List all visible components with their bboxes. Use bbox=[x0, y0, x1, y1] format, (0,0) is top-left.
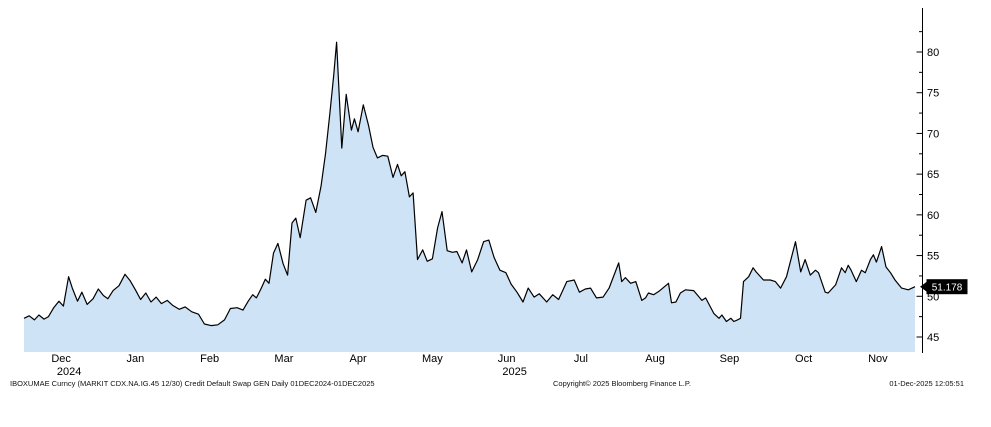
x-axis-year-label: 2024 bbox=[57, 366, 81, 378]
x-axis-month-label: Mar bbox=[274, 353, 293, 365]
chart-timestamp: 01-Dec-2025 12:05:51 bbox=[889, 379, 964, 388]
cds-spread-chart-plot[interactable]: 45 50 55 60 65 70 75 80 Dec Jan Feb Mar Apr May Jun Jul… bbox=[0, 0, 991, 379]
y-axis-tick-label: 45 bbox=[927, 332, 939, 344]
last-price-value: 51.178 bbox=[932, 282, 963, 293]
x-axis-month-label: Oct bbox=[795, 353, 812, 365]
y-axis-tick-label: 60 bbox=[927, 210, 939, 222]
x-axis-year-label: 2025 bbox=[502, 366, 526, 378]
last-price-badge-arrow bbox=[920, 281, 928, 293]
x-axis-month-label: Dec bbox=[51, 353, 71, 365]
x-axis-month-label: Aug bbox=[645, 353, 665, 365]
y-axis-tick-label: 55 bbox=[927, 251, 939, 263]
x-axis-month-label: Sep bbox=[720, 353, 740, 365]
x-axis-month-label: Feb bbox=[200, 353, 219, 365]
x-axis-month-label: Jul bbox=[574, 353, 588, 365]
security-description: IBOXUMAE Curncy (MARKIT CDX.NA.IG.45 12/… bbox=[10, 379, 375, 388]
y-axis-tick-label: 70 bbox=[927, 128, 939, 140]
x-axis-month-label: Jun bbox=[498, 353, 516, 365]
copyright-notice: Copyright© 2025 Bloomberg Finance L.P. bbox=[553, 379, 691, 388]
x-axis-month-label: Jan bbox=[127, 353, 145, 365]
y-axis-tick-label: 65 bbox=[927, 169, 939, 181]
x-axis-month-label: Apr bbox=[350, 353, 367, 365]
chart-footer: IBOXUMAE Curncy (MARKIT CDX.NA.IG.45 12/… bbox=[0, 379, 991, 393]
y-axis-tick-label: 75 bbox=[927, 88, 939, 100]
spread-line bbox=[23, 41, 916, 327]
x-axis-month-label: Nov bbox=[868, 353, 888, 365]
spread-area-fill bbox=[24, 42, 915, 352]
last-price-badge bbox=[926, 279, 968, 295]
y-axis-tick-label: 80 bbox=[927, 47, 939, 59]
x-axis-month-label: May bbox=[422, 353, 443, 365]
y-axis-tick-label: 50 bbox=[927, 291, 939, 303]
